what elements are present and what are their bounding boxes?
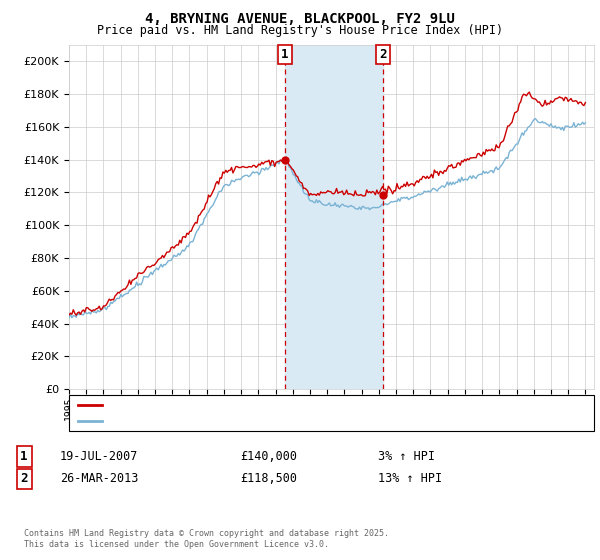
Text: £118,500: £118,500	[240, 472, 297, 486]
Text: 26-MAR-2013: 26-MAR-2013	[60, 472, 139, 486]
Text: Price paid vs. HM Land Registry's House Price Index (HPI): Price paid vs. HM Land Registry's House …	[97, 24, 503, 37]
Text: 19-JUL-2007: 19-JUL-2007	[60, 450, 139, 463]
Text: 2: 2	[379, 48, 386, 61]
Text: £140,000: £140,000	[240, 450, 297, 463]
Bar	[285, 45, 383, 389]
Text: 3% ↑ HPI: 3% ↑ HPI	[378, 450, 435, 463]
Text: 1: 1	[281, 48, 289, 61]
Text: 2: 2	[20, 472, 28, 486]
Text: 13% ↑ HPI: 13% ↑ HPI	[378, 472, 442, 486]
Text: Contains HM Land Registry data © Crown copyright and database right 2025.
This d: Contains HM Land Registry data © Crown c…	[24, 529, 389, 549]
Text: HPI: Average price, semi-detached house, Blackpool: HPI: Average price, semi-detached house,…	[108, 416, 421, 426]
Text: 4, BRYNING AVENUE, BLACKPOOL, FY2 9LU (semi-detached house): 4, BRYNING AVENUE, BLACKPOOL, FY2 9LU (s…	[108, 400, 477, 410]
Text: 4, BRYNING AVENUE, BLACKPOOL, FY2 9LU: 4, BRYNING AVENUE, BLACKPOOL, FY2 9LU	[145, 12, 455, 26]
Text: 1: 1	[20, 450, 28, 463]
